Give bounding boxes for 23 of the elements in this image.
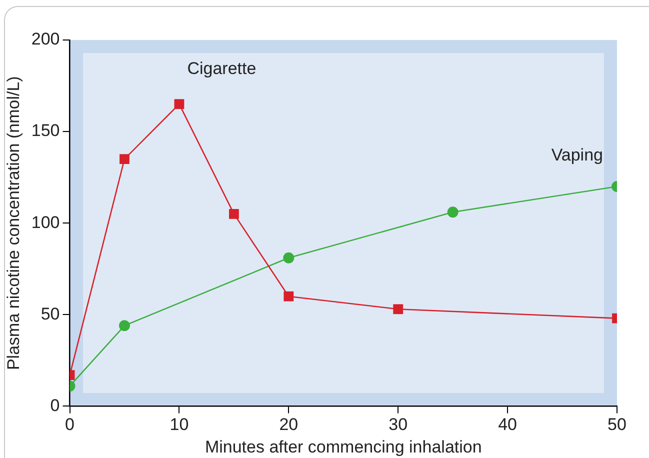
y-axis-title: Plasma nicotine concentration (nmol/L) (4, 76, 23, 370)
y-tick-label: 150 (31, 121, 60, 140)
point (284, 291, 294, 302)
point (283, 252, 294, 264)
point (447, 206, 458, 218)
series-label: Cigarette (187, 59, 256, 78)
y-tick-label: 0 (50, 396, 60, 415)
y-tick-label: 200 (31, 30, 60, 49)
x-tick-label: 20 (279, 415, 298, 434)
y-tick-label: 50 (40, 304, 60, 324)
x-tick-label: 30 (388, 415, 408, 434)
series-label: Vaping (551, 145, 603, 164)
x-tick-label: 0 (65, 415, 74, 434)
point (118, 320, 130, 332)
point (174, 99, 184, 110)
point (393, 304, 404, 314)
point (228, 208, 239, 219)
x-tick-label: 40 (498, 415, 518, 434)
x-tick-label: 10 (170, 415, 189, 434)
y-tick-label: 100 (31, 212, 60, 232)
x-axis-title: Minutes after commencing inhalation (204, 437, 482, 456)
x-tick-label: 50 (608, 415, 626, 434)
point (120, 154, 130, 164)
